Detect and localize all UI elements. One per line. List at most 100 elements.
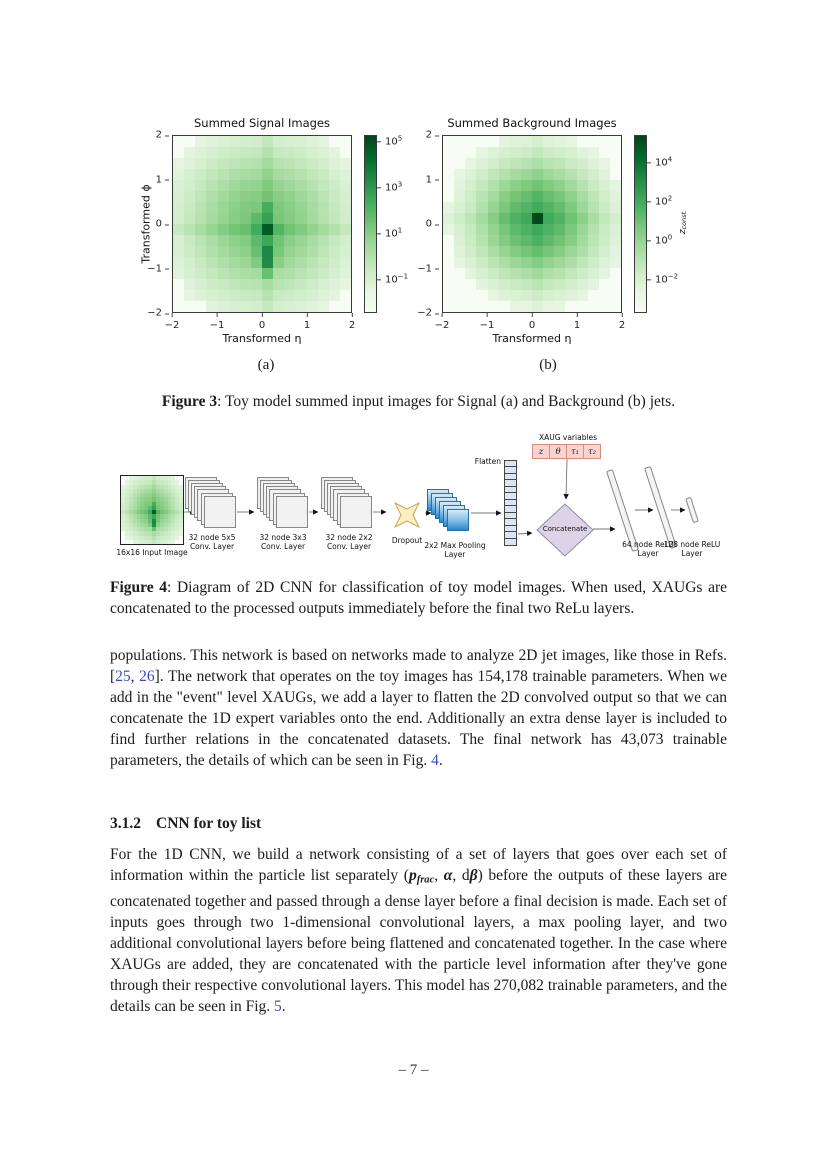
plot-a-colorbar [364, 135, 377, 313]
x-tick-label: 2 [618, 313, 626, 331]
plot-b-colorbar [634, 135, 647, 313]
reference-link[interactable]: 4 [431, 752, 439, 769]
conv-layer-stack-2 [257, 477, 309, 535]
text-run: frac [416, 874, 435, 886]
text-run: , [434, 867, 444, 884]
c-tick-label: 101 [376, 226, 403, 240]
xaug-title: XAUG variables [538, 433, 598, 442]
plot-b-axes [442, 135, 622, 313]
plot-b-xlabel: Transformed η [492, 332, 572, 345]
c-tick-label: 102 [646, 194, 673, 208]
xaug-cell-theta: θ [549, 444, 567, 459]
subcaption-a: (a) [257, 357, 275, 373]
x-tick-label: 1 [303, 313, 311, 331]
text-run: , [130, 668, 140, 685]
x-tick-label: 2 [348, 313, 356, 331]
c-tick-label: 105 [376, 134, 403, 148]
x-tick-label: 0 [258, 313, 266, 331]
text-run: z [677, 229, 688, 235]
section-title: CNN for toy list [156, 815, 262, 832]
concatenate-label: Concatenate [542, 525, 588, 533]
conv-layer-stack-3 [321, 477, 373, 535]
plot-b-heatmap [443, 136, 621, 312]
y-tick-label: −2 [147, 307, 169, 319]
text-run: Figure 3 [161, 393, 218, 410]
input-image-label: 16x16 Input Image [116, 548, 188, 557]
xaug-cell-tau2: τ₂ [583, 444, 601, 459]
text-run: . [281, 997, 286, 1015]
y-tick-label: 0 [425, 218, 440, 230]
y-tick-label: −1 [417, 263, 439, 274]
plot-b-xtick-labels: −2 −1 0 1 2 [435, 313, 626, 333]
conv1-label: 32 node 5x5 Conv. Layer [188, 533, 236, 552]
paragraph-2: For the 1D CNN, we build a network consi… [110, 844, 727, 1017]
text-run: : Diagram of 2D CNN for classification o… [110, 579, 728, 617]
plot-b-title: Summed Background Images [447, 116, 617, 130]
plot-b-colorbar-ticks: 104 102 100 10−2 [646, 135, 692, 313]
figure4-caption: Figure 4: Diagram of 2D CNN for classifi… [110, 577, 727, 619]
text-run: const. [680, 209, 689, 230]
arrow-flatten-to-concat [517, 530, 533, 537]
conv3-label: 32 node 2x2 Conv. Layer [325, 533, 373, 552]
y-tick-label: 2 [425, 129, 440, 141]
plot-a-xlabel: Transformed η [222, 332, 302, 345]
text-run: β [469, 867, 478, 884]
y-tick-label: −1 [147, 263, 169, 274]
text-run: For the 1D CNN, we build a network consi… [110, 846, 727, 884]
xaug-cell-z: z [532, 444, 550, 459]
text-run: populations. This network is based on ne… [110, 647, 727, 685]
conv-layer-stack-1 [185, 477, 237, 535]
plot-a-colorbar-ticks: 105 103 101 10−1 [376, 134, 422, 313]
arrow-xaug-to-concat [563, 458, 569, 500]
dropout-star-icon [393, 501, 421, 529]
c-tick-label: 10−2 [646, 272, 679, 286]
c-tick-label: 100 [646, 233, 673, 247]
text-run: ]. The network that operates on the toy … [110, 668, 728, 769]
figure4-diagram: 16x16 Input Image 32 node 5x5 Conv. Laye… [105, 433, 730, 573]
paragraph-1: populations. This network is based on ne… [110, 645, 727, 771]
concatenate-diamond [536, 503, 594, 557]
pool-label: 2x2 Max Pooling Layer [424, 541, 486, 560]
x-tick-label: −2 [434, 313, 450, 331]
text-run: α [443, 867, 453, 884]
text-run: , d [452, 867, 470, 884]
plot-b-colorbar-label: zconst. [678, 210, 688, 234]
c-tick-label: 104 [646, 155, 673, 169]
text-run: . [438, 752, 443, 769]
reference-link[interactable]: 25 [115, 668, 131, 685]
text-run: ) before the outputs of these layers are… [110, 867, 728, 1015]
figure3-caption: Figure 3: Toy model summed input images … [110, 391, 727, 412]
relu1-label: 64 node ReLU Layer [622, 540, 674, 559]
relu2-label: 128 node ReLU Layer [663, 540, 721, 559]
diagram-connectors [184, 458, 686, 557]
reference-link[interactable]: 5 [274, 997, 282, 1015]
text-run: : Toy model summed input images for Sign… [217, 393, 676, 410]
y-tick-label: 1 [425, 174, 440, 185]
x-tick-label: −2 [164, 313, 180, 331]
conv2-label: 32 node 3x3 Conv. Layer [259, 533, 307, 552]
input-image-heatmap [121, 476, 183, 544]
reference-link[interactable]: 26 [139, 668, 155, 685]
plot-a-axes [172, 135, 352, 313]
flatten-label: Flatten [474, 457, 501, 466]
x-tick-label: −1 [479, 313, 495, 331]
flatten-column [504, 460, 517, 546]
xaug-table: z θ τ₁ τ₂ [532, 444, 601, 459]
section-number: 3.1.2 [110, 815, 141, 832]
text-run: p [408, 867, 417, 884]
y-tick-label: 0 [155, 218, 170, 230]
dropout-label: Dropout [391, 536, 423, 545]
section-heading: 3.1.2 CNN for toy list [110, 815, 261, 833]
plot-a-heatmap [173, 136, 351, 312]
page-number: – 7 – [398, 1062, 429, 1078]
plot-a-xtick-labels: −2 −1 0 1 2 [165, 313, 356, 333]
text-run: Figure 4 [110, 579, 168, 596]
x-tick-label: −1 [209, 313, 225, 331]
y-tick-label: 2 [155, 129, 170, 141]
c-tick-label: 103 [376, 180, 403, 194]
x-tick-label: 1 [573, 313, 581, 331]
pooling-stack [427, 489, 473, 535]
y-tick-label: −2 [417, 307, 439, 319]
c-tick-label: 10−1 [376, 272, 409, 286]
